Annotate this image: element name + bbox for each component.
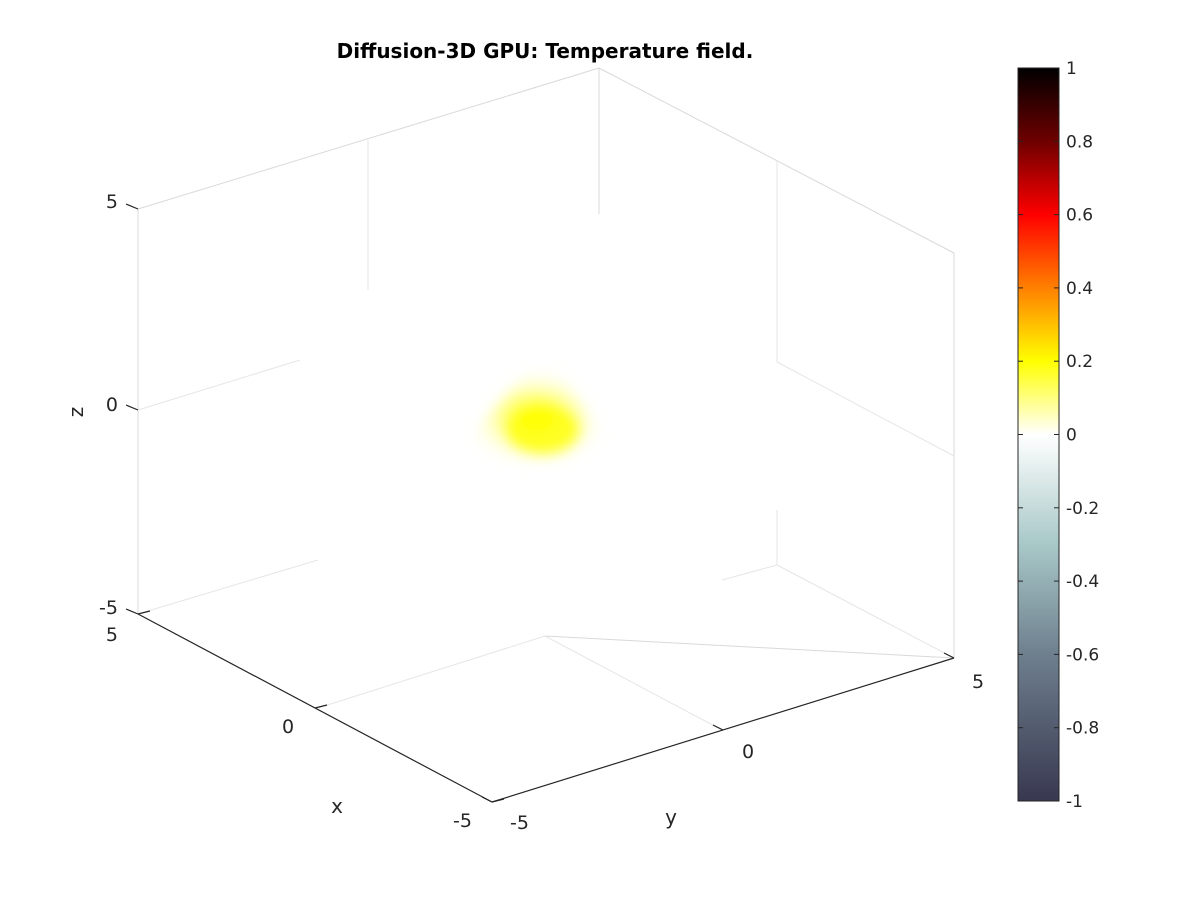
colorbar-tick-label: 0.8	[1066, 132, 1093, 152]
colorbar-tick-label: 0.4	[1066, 279, 1093, 299]
colorbar-tick-label: -0.4	[1066, 572, 1099, 592]
colorbar-tick-label: 1	[1066, 59, 1077, 79]
z-axis-ticks	[125, 203, 139, 615]
z-tick-label: -5	[99, 597, 118, 619]
box-front-axes	[137, 610, 955, 803]
colorbar-tick-label: 0.6	[1066, 206, 1093, 226]
slice-planes	[137, 140, 955, 731]
x-tick-label: 0	[282, 716, 294, 738]
colorbar-tick-label: -0.6	[1066, 645, 1099, 665]
y-tick-label: -5	[510, 812, 529, 834]
colorbar-tick-label: -1	[1066, 792, 1083, 812]
colorbar-ticks: 1 0.8 0.6 0.4 0.2 0 -0.2 -0.4 -0.6 -0.8 -1	[1018, 59, 1099, 812]
colorbar-gradient	[1017, 67, 1060, 802]
x-axis-label: x	[331, 794, 343, 818]
x-tick-label: 5	[106, 624, 118, 646]
y-tick-label: 0	[742, 741, 754, 763]
y-axis-label: y	[665, 805, 677, 829]
x-tick-label: -5	[453, 810, 472, 832]
colorbar: 1 0.8 0.6 0.4 0.2 0 -0.2 -0.4 -0.6 -0.8 -1	[1017, 59, 1099, 812]
z-tick-label: 0	[106, 394, 118, 416]
colorbar-tick-label: -0.8	[1066, 719, 1099, 739]
z-axis-label: z	[64, 407, 88, 418]
box-back-edges	[137, 67, 955, 659]
chart-title: Diffusion-3D GPU: Temperature field.	[337, 39, 754, 63]
colorbar-tick-label: -0.2	[1066, 499, 1099, 519]
z-tick-label: 5	[106, 191, 118, 213]
colorbar-tick-label: 0.2	[1066, 352, 1093, 372]
temperature-blob	[460, 360, 612, 466]
y-tick-label: 5	[972, 671, 984, 693]
colorbar-tick-label: 0	[1066, 426, 1077, 446]
